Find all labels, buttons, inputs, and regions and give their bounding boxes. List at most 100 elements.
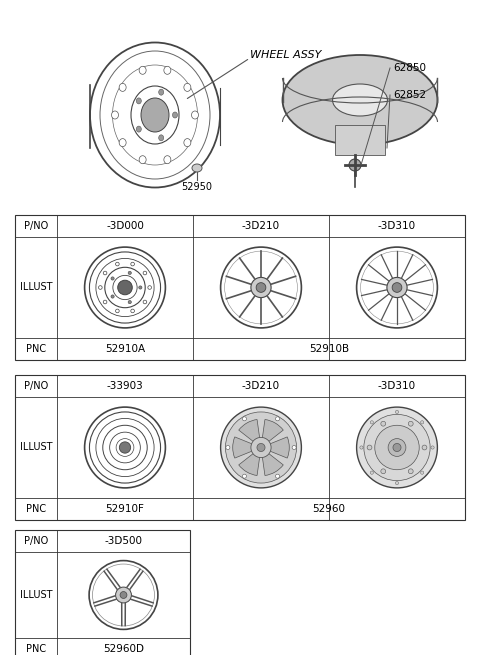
Circle shape bbox=[131, 309, 134, 312]
Circle shape bbox=[396, 410, 398, 413]
Circle shape bbox=[251, 438, 271, 458]
Circle shape bbox=[98, 286, 102, 290]
Text: WHEEL ASSY: WHEEL ASSY bbox=[250, 50, 322, 60]
Text: -3D210: -3D210 bbox=[242, 381, 280, 391]
Ellipse shape bbox=[283, 55, 437, 145]
Circle shape bbox=[360, 446, 363, 449]
Text: PNC: PNC bbox=[26, 344, 46, 354]
Circle shape bbox=[375, 425, 419, 470]
Circle shape bbox=[120, 442, 131, 453]
Circle shape bbox=[357, 407, 437, 488]
Wedge shape bbox=[233, 437, 261, 458]
Circle shape bbox=[131, 262, 134, 266]
Text: ILLUST: ILLUST bbox=[20, 282, 52, 293]
Circle shape bbox=[221, 407, 301, 488]
Ellipse shape bbox=[333, 84, 387, 116]
Ellipse shape bbox=[164, 156, 171, 164]
Circle shape bbox=[408, 421, 413, 426]
Ellipse shape bbox=[184, 139, 191, 147]
Circle shape bbox=[276, 474, 279, 478]
Ellipse shape bbox=[159, 135, 164, 141]
Circle shape bbox=[408, 469, 413, 474]
Ellipse shape bbox=[141, 98, 169, 132]
Wedge shape bbox=[261, 437, 289, 458]
Text: 52960D: 52960D bbox=[103, 644, 144, 654]
Text: -3D210: -3D210 bbox=[242, 221, 280, 231]
Circle shape bbox=[143, 271, 147, 275]
Ellipse shape bbox=[139, 66, 146, 74]
Text: 52910B: 52910B bbox=[309, 344, 349, 354]
Circle shape bbox=[257, 443, 265, 451]
Circle shape bbox=[256, 283, 266, 292]
Ellipse shape bbox=[136, 98, 141, 104]
Ellipse shape bbox=[192, 164, 202, 172]
Circle shape bbox=[387, 278, 407, 297]
Wedge shape bbox=[239, 419, 261, 447]
Text: -3D310: -3D310 bbox=[378, 221, 416, 231]
Circle shape bbox=[422, 445, 427, 450]
Circle shape bbox=[393, 443, 401, 451]
Circle shape bbox=[370, 471, 373, 474]
Circle shape bbox=[226, 445, 230, 449]
Circle shape bbox=[148, 286, 152, 290]
Bar bbox=[15, 375, 465, 520]
Text: -3D000: -3D000 bbox=[106, 221, 144, 231]
Text: -33903: -33903 bbox=[107, 381, 144, 391]
Circle shape bbox=[143, 300, 147, 304]
Circle shape bbox=[242, 417, 246, 421]
Circle shape bbox=[116, 262, 119, 266]
Wedge shape bbox=[261, 447, 283, 476]
Circle shape bbox=[276, 417, 279, 421]
Ellipse shape bbox=[164, 66, 171, 74]
Circle shape bbox=[370, 421, 373, 424]
Ellipse shape bbox=[172, 112, 178, 118]
Circle shape bbox=[420, 471, 424, 474]
Circle shape bbox=[431, 446, 434, 449]
Text: PNC: PNC bbox=[26, 644, 46, 654]
Text: -3D500: -3D500 bbox=[105, 536, 143, 546]
Circle shape bbox=[226, 412, 297, 483]
Circle shape bbox=[128, 301, 132, 304]
Circle shape bbox=[292, 445, 296, 449]
Circle shape bbox=[116, 309, 119, 312]
Text: P/NO: P/NO bbox=[24, 221, 48, 231]
Bar bbox=[335, 125, 385, 155]
Ellipse shape bbox=[192, 111, 199, 119]
Text: PNC: PNC bbox=[26, 504, 46, 514]
Text: ILLUST: ILLUST bbox=[20, 443, 52, 453]
Bar bbox=[15, 215, 465, 360]
Circle shape bbox=[111, 277, 114, 280]
Text: P/NO: P/NO bbox=[24, 381, 48, 391]
Circle shape bbox=[128, 271, 132, 274]
Circle shape bbox=[111, 295, 114, 298]
Text: ILLUST: ILLUST bbox=[20, 590, 52, 600]
Circle shape bbox=[367, 445, 372, 450]
Circle shape bbox=[349, 159, 361, 171]
Circle shape bbox=[381, 469, 386, 474]
Text: 62850: 62850 bbox=[393, 63, 426, 73]
Ellipse shape bbox=[139, 156, 146, 164]
Wedge shape bbox=[261, 419, 283, 447]
Text: 52910A: 52910A bbox=[105, 344, 145, 354]
Circle shape bbox=[251, 278, 271, 297]
Text: 52910F: 52910F bbox=[106, 504, 144, 514]
Ellipse shape bbox=[119, 139, 126, 147]
Bar bbox=[15, 530, 190, 655]
Text: P/NO: P/NO bbox=[24, 536, 48, 546]
Circle shape bbox=[103, 300, 107, 304]
Ellipse shape bbox=[184, 83, 191, 92]
Circle shape bbox=[388, 439, 406, 457]
Circle shape bbox=[396, 481, 398, 485]
Circle shape bbox=[116, 587, 132, 603]
Wedge shape bbox=[239, 447, 261, 476]
Circle shape bbox=[364, 415, 430, 481]
Circle shape bbox=[381, 421, 386, 426]
Text: 52960: 52960 bbox=[312, 504, 346, 514]
Ellipse shape bbox=[136, 126, 141, 132]
Text: 52950: 52950 bbox=[181, 182, 213, 192]
Ellipse shape bbox=[119, 83, 126, 92]
Circle shape bbox=[118, 280, 132, 295]
Circle shape bbox=[420, 421, 424, 424]
Text: -3D310: -3D310 bbox=[378, 381, 416, 391]
Circle shape bbox=[242, 474, 246, 478]
